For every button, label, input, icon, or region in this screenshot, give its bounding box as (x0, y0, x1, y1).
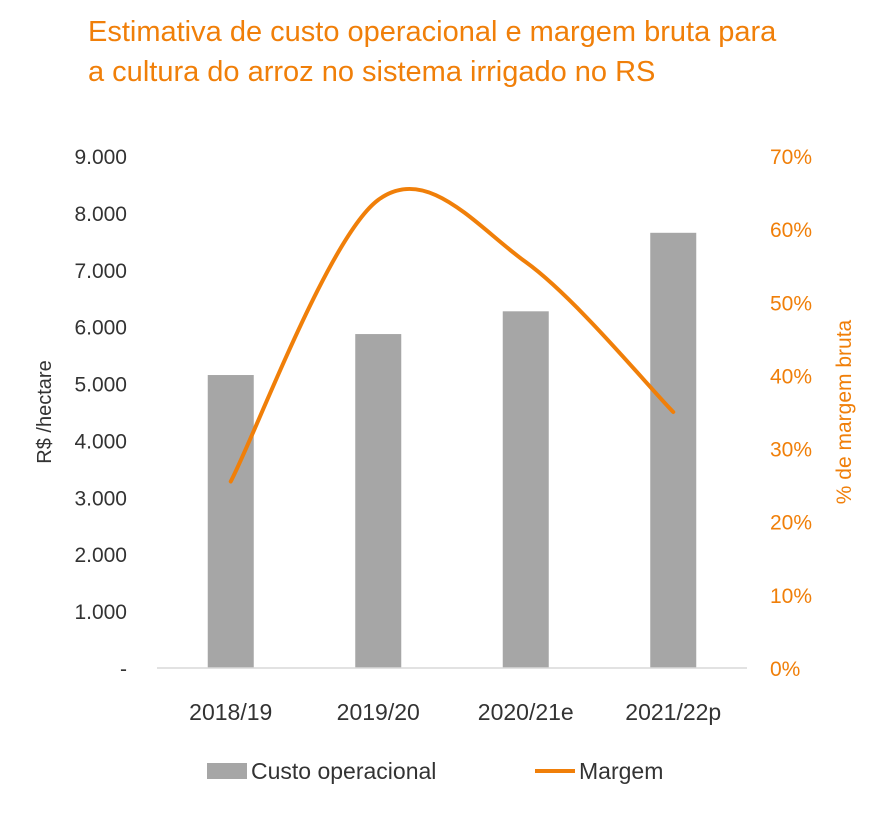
left-tick-label: 4.000 (74, 430, 127, 453)
right-tick-label: 50% (770, 292, 812, 315)
right-tick-label: 0% (770, 658, 800, 681)
right-tick-label: 10% (770, 585, 812, 608)
right-tick-label: 40% (770, 365, 812, 388)
left-tick-label: 1.000 (74, 601, 127, 624)
left-axis-ticks: - 1.000 2.000 3.000 4.000 5.000 6.000 7.000 8.00… (74, 146, 127, 681)
right-tick-label: 20% (770, 512, 812, 535)
left-tick-label: 8.000 (74, 203, 127, 226)
legend-bar-label: Custo operacional (251, 758, 436, 784)
right-tick-label: 60% (770, 219, 812, 242)
chart-title: Estimativa de custo operacional e margem… (88, 12, 858, 92)
margin-line (228, 186, 676, 484)
bar-2018-19 (207, 375, 254, 668)
x-tick-label: 2021/22p (625, 699, 721, 725)
legend-bar-swatch (207, 763, 247, 779)
chart-title-line-2: a cultura do arroz no sistema irrigado n… (88, 56, 656, 88)
chart-title-line-1: Estimativa de custo operacional e margem… (88, 16, 777, 48)
left-tick-label: - (120, 658, 127, 681)
left-tick-label: 5.000 (74, 374, 127, 397)
right-tick-label: 30% (770, 439, 812, 462)
x-axis-ticks: 2018/19 2019/20 2020/21e 2021/22p (189, 699, 721, 725)
left-tick-label: 7.000 (74, 260, 127, 283)
x-tick-label: 2018/19 (189, 699, 272, 725)
bar-2021-22p (650, 232, 697, 669)
right-tick-label: 70% (770, 146, 812, 169)
bar-2020-21e (502, 311, 549, 668)
bar-series (207, 232, 697, 669)
legend: Custo operacional Margem (207, 758, 663, 784)
legend-line-label: Margem (579, 758, 663, 784)
left-axis-title: R$ /hectare (34, 360, 56, 463)
x-tick-label: 2019/20 (337, 699, 420, 725)
left-tick-label: 6.000 (74, 317, 127, 340)
x-tick-label: 2020/21e (478, 699, 574, 725)
right-axis-title: % de margem bruta (833, 319, 856, 504)
left-tick-label: 9.000 (74, 146, 127, 169)
right-axis-ticks: 0% 10% 20% 30% 40% 50% 60% 70% (770, 146, 812, 681)
left-tick-label: 3.000 (74, 487, 127, 510)
bar-2019-20 (355, 334, 402, 668)
left-tick-label: 2.000 (74, 544, 127, 567)
